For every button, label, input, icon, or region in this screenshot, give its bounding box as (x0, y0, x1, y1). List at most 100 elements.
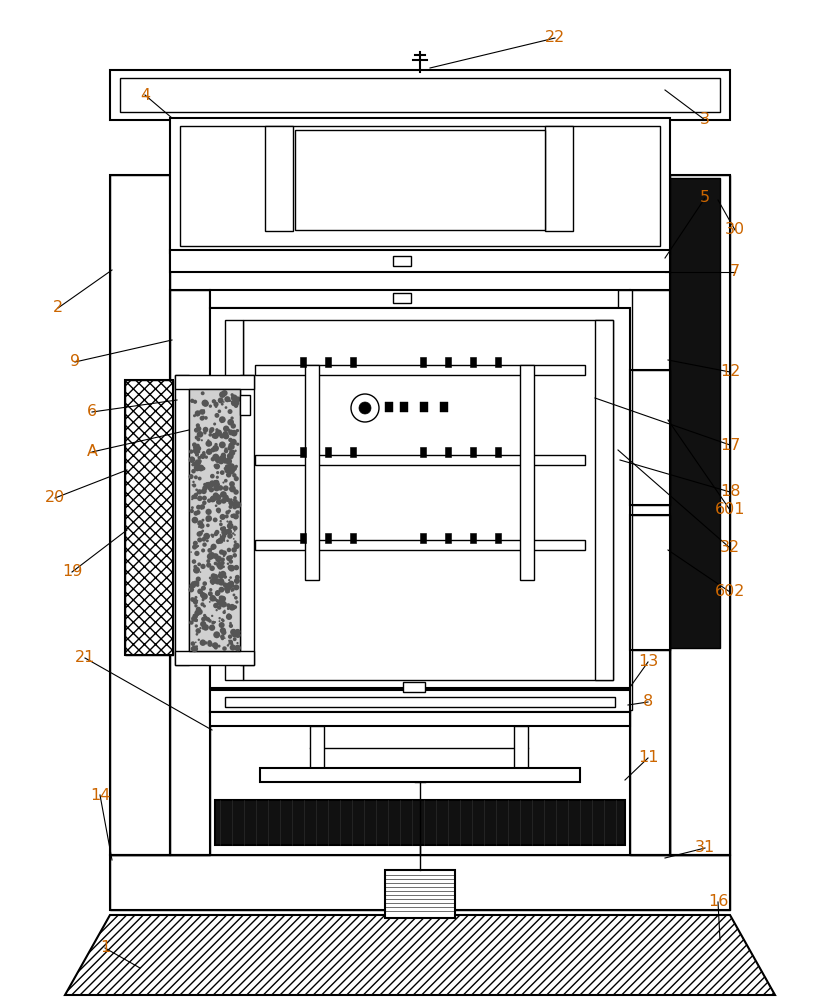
Bar (175, 375, 189, 665)
Circle shape (223, 582, 228, 587)
Text: 3: 3 (700, 112, 710, 127)
Circle shape (202, 624, 209, 631)
Circle shape (193, 599, 196, 601)
Circle shape (225, 458, 232, 465)
Circle shape (191, 506, 194, 509)
Bar (295, 130, 545, 230)
Circle shape (208, 552, 215, 559)
Circle shape (219, 599, 223, 602)
Bar (385, 402, 393, 412)
Circle shape (227, 562, 229, 565)
Circle shape (195, 596, 197, 599)
Bar (255, 455, 585, 465)
Circle shape (223, 495, 228, 500)
Circle shape (210, 474, 215, 478)
Circle shape (233, 594, 235, 596)
Bar (350, 357, 356, 367)
Circle shape (220, 601, 227, 608)
Circle shape (208, 565, 211, 566)
Circle shape (224, 514, 228, 518)
Circle shape (219, 514, 226, 520)
Circle shape (224, 479, 228, 483)
Bar (300, 447, 306, 457)
Circle shape (195, 452, 199, 457)
Circle shape (228, 579, 230, 581)
Circle shape (202, 467, 206, 470)
Circle shape (196, 583, 199, 587)
Circle shape (221, 453, 226, 458)
Bar (243, 320, 613, 680)
Circle shape (195, 613, 197, 615)
Circle shape (190, 509, 194, 513)
Bar (670, 175, 730, 855)
Circle shape (234, 489, 239, 495)
Circle shape (195, 492, 198, 496)
Circle shape (220, 598, 225, 603)
Circle shape (218, 587, 224, 593)
Circle shape (220, 571, 226, 577)
Bar (420, 447, 426, 457)
Circle shape (194, 610, 200, 616)
Circle shape (221, 557, 225, 562)
Circle shape (219, 455, 226, 462)
Circle shape (197, 431, 203, 438)
Circle shape (236, 443, 239, 446)
Bar (210, 290, 630, 308)
Circle shape (227, 429, 230, 432)
Circle shape (194, 451, 196, 452)
Bar (325, 447, 331, 457)
Circle shape (221, 529, 228, 536)
Circle shape (235, 510, 240, 515)
Circle shape (190, 597, 195, 602)
Bar (265, 126, 293, 231)
Circle shape (215, 582, 218, 584)
Bar (400, 402, 408, 412)
Bar (470, 357, 476, 367)
Bar (420, 357, 426, 367)
Circle shape (223, 610, 226, 612)
Circle shape (209, 480, 216, 487)
Circle shape (226, 498, 229, 502)
Circle shape (209, 427, 214, 432)
Polygon shape (65, 915, 775, 995)
Circle shape (220, 470, 224, 475)
Circle shape (233, 514, 239, 519)
Circle shape (212, 427, 214, 430)
Circle shape (192, 598, 197, 603)
Circle shape (233, 505, 237, 509)
Circle shape (212, 568, 213, 570)
Circle shape (228, 559, 233, 564)
Circle shape (233, 400, 239, 406)
Circle shape (220, 627, 226, 634)
Circle shape (215, 504, 218, 507)
Circle shape (229, 498, 233, 501)
Circle shape (200, 639, 206, 646)
Circle shape (233, 637, 237, 641)
Circle shape (234, 404, 239, 408)
Circle shape (196, 423, 200, 428)
Text: 8: 8 (643, 694, 654, 710)
Circle shape (222, 526, 226, 530)
Circle shape (236, 642, 239, 644)
Circle shape (207, 498, 212, 503)
Circle shape (192, 463, 195, 466)
Circle shape (235, 629, 240, 634)
Circle shape (211, 546, 215, 550)
Circle shape (196, 645, 198, 647)
Circle shape (227, 453, 234, 460)
Circle shape (222, 390, 228, 396)
Text: 5: 5 (700, 190, 710, 206)
Circle shape (191, 641, 195, 646)
Circle shape (192, 495, 196, 499)
Bar (210, 308, 630, 688)
Circle shape (228, 634, 233, 639)
Circle shape (228, 468, 235, 474)
Circle shape (212, 399, 216, 403)
Circle shape (207, 548, 213, 553)
Circle shape (197, 520, 203, 526)
Circle shape (230, 439, 237, 445)
Circle shape (206, 449, 213, 455)
Bar (495, 357, 501, 367)
Circle shape (196, 633, 198, 636)
Circle shape (220, 536, 225, 541)
